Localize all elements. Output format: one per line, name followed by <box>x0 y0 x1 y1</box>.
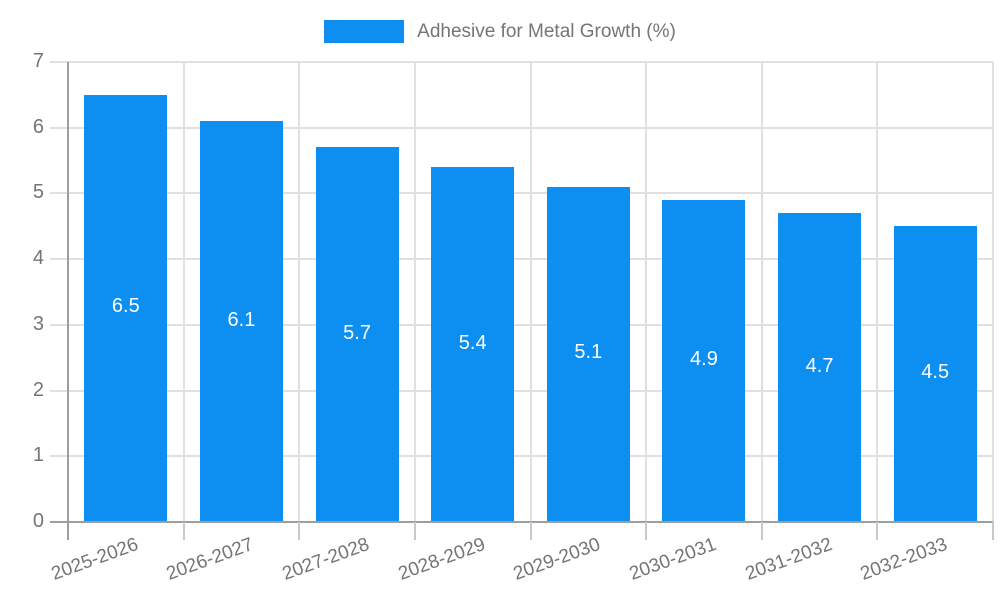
bar-value-label: 6.5 <box>111 295 140 318</box>
y-tick-label: 5 <box>32 181 44 204</box>
y-axis-line <box>67 62 69 540</box>
gridline-vertical <box>182 62 185 522</box>
gridline-horizontal <box>50 126 993 129</box>
gridline-vertical <box>760 62 763 522</box>
gridline-vertical <box>645 62 648 522</box>
x-axis-line <box>50 521 993 523</box>
x-axis-tick <box>182 522 185 540</box>
y-tick-label: 4 <box>32 247 44 270</box>
gridline-vertical <box>413 62 416 522</box>
y-tick-label: 1 <box>32 444 44 467</box>
bar-value-label: 5.1 <box>574 341 603 364</box>
x-axis-tick <box>760 522 763 540</box>
y-tick-label: 3 <box>32 312 44 335</box>
bar <box>431 167 515 522</box>
gridline-horizontal <box>50 455 993 458</box>
legend-swatch <box>324 20 405 43</box>
gridline-horizontal <box>50 192 993 195</box>
bar <box>662 200 746 522</box>
x-axis-tick <box>413 522 416 540</box>
bar <box>84 94 168 522</box>
bar-value-label: 4.7 <box>805 354 834 377</box>
x-axis-tick <box>992 522 994 540</box>
gridline-horizontal <box>50 323 993 326</box>
gridline-vertical <box>298 62 301 522</box>
gridline-horizontal <box>50 258 993 261</box>
bar-value-label: 6.1 <box>227 308 256 331</box>
gridline-horizontal <box>50 389 993 392</box>
bar-value-label: 4.9 <box>690 348 718 370</box>
bar <box>315 147 399 522</box>
gridline-horizontal <box>50 61 993 63</box>
bar-value-label: 4.5 <box>921 361 950 384</box>
legend-label: Adhesive for Metal Growth (%) <box>417 21 676 42</box>
bar <box>546 186 630 522</box>
x-axis-tick <box>529 522 532 540</box>
bar-value-label: 5.4 <box>458 331 487 354</box>
y-tick-label: 2 <box>32 378 44 401</box>
bar-value-label: 5.7 <box>343 321 371 344</box>
bar <box>893 226 977 522</box>
gridline-vertical <box>992 62 994 522</box>
x-axis-tick <box>645 522 648 540</box>
gridline-vertical <box>529 62 532 522</box>
y-tick-label: 7 <box>32 50 44 72</box>
x-axis-tick <box>876 522 879 540</box>
chart-legend: Adhesive for Metal Growth (%) <box>0 20 1000 43</box>
x-axis-tick <box>298 522 301 540</box>
bar <box>199 121 283 522</box>
y-tick-label: 6 <box>32 115 44 138</box>
bar <box>778 213 862 522</box>
gridline-vertical <box>876 62 879 522</box>
y-tick-label: 0 <box>32 510 44 532</box>
